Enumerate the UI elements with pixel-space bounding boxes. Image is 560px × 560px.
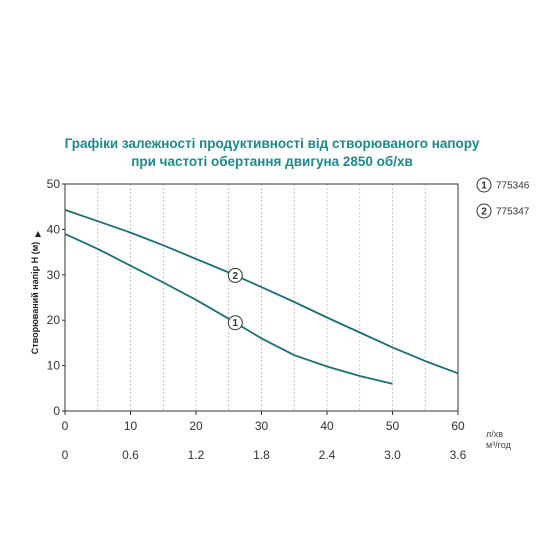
- series-marker-circle: [227, 315, 243, 331]
- x2-tick-label: 2.4: [319, 448, 336, 462]
- grid: [97, 184, 426, 411]
- tick-labels: 0 10 20 30 40 50 0 10 20 30 40 50 60 0 0.6 1.2 1.8 2.4 3.0…: [47, 177, 467, 462]
- legend-marker-number: 2: [481, 207, 487, 218]
- series-marker-number: 1: [233, 318, 239, 329]
- series-line-1: [64, 233, 393, 385]
- x2-tick-label: 3.6: [450, 448, 467, 462]
- title-line-2: при частоті обертання двигуна 2850 об/хв: [131, 154, 413, 169]
- x-tick-label: 0: [62, 419, 69, 433]
- x2-tick-label: 3.0: [384, 448, 401, 462]
- y-axis-label: Створюваний напір Н (м): [30, 242, 40, 354]
- x-unit-label: л/хв: [486, 429, 503, 439]
- legend-marker-circle: [476, 203, 492, 219]
- y-tick-label: 40: [47, 222, 61, 236]
- y-tick-label: 10: [47, 359, 61, 373]
- x2-unit-label: м³/год: [486, 440, 512, 450]
- series-marker-circle: [227, 267, 243, 283]
- legend-marker-number: 1: [481, 181, 487, 192]
- axes: [62, 183, 459, 415]
- x-tick-label: 50: [386, 419, 400, 433]
- chart-title: Графіки залежності продуктивності від ст…: [65, 136, 480, 169]
- series-lines: 12: [64, 209, 459, 385]
- title-line-1: Графіки залежності продуктивності від ст…: [65, 136, 480, 151]
- x-tick-label: 60: [451, 419, 465, 433]
- y-axis-arrow-icon: [35, 231, 41, 237]
- x-tick-label: 20: [189, 419, 203, 433]
- x2-tick-label: 1.8: [253, 448, 270, 462]
- x2-tick-label: 1.2: [188, 448, 205, 462]
- y-tick-label: 50: [47, 177, 61, 191]
- x-tick-label: 30: [255, 419, 269, 433]
- legend-label: 775347: [496, 207, 530, 218]
- x-tick-label: 10: [124, 419, 138, 433]
- x2-tick-label: 0: [62, 448, 69, 462]
- legend: 1 775346 2 775347: [476, 177, 530, 219]
- legend-marker-circle: [476, 177, 492, 193]
- series-marker-number: 2: [233, 271, 239, 282]
- x-tick-label: 40: [320, 419, 334, 433]
- y-tick-label: 30: [47, 268, 61, 282]
- x2-tick-label: 0.6: [122, 448, 139, 462]
- y-tick-label: 0: [53, 404, 60, 418]
- legend-label: 775346: [496, 181, 530, 192]
- series-line-2: [64, 209, 459, 375]
- y-tick-label: 20: [47, 313, 61, 327]
